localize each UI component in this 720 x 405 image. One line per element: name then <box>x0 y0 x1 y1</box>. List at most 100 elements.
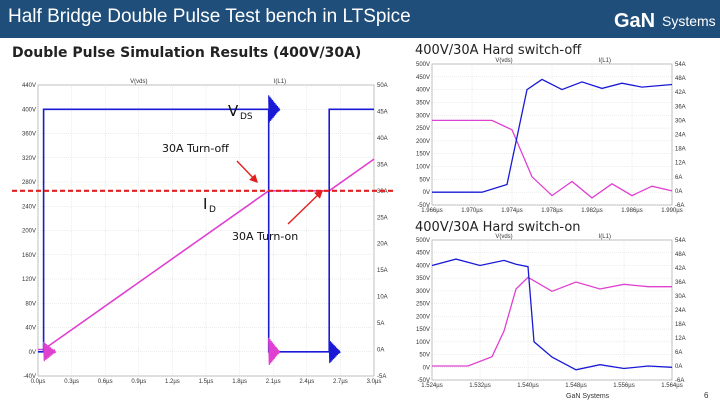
chart0-y-left-tick-label: 360V <box>22 132 36 138</box>
chart0-x-tick-label: 2.4µs <box>299 379 314 385</box>
chart2-y-left-tick-label: 400V <box>416 263 430 269</box>
chart1-y-right-tick-label: 24A <box>675 133 686 139</box>
chart2-y-right-tick-label: 0A <box>675 364 682 370</box>
chart0-y-left-tick-label: 200V <box>22 229 36 235</box>
chart1-y-left-tick-label: 450V <box>416 75 430 81</box>
id-ringing-start <box>43 341 57 362</box>
chart0-y-right-tick-label: 5A <box>377 321 384 327</box>
chart1-legend-id: I(L1) <box>599 58 611 64</box>
chart2-y-left-tick-label: 150V <box>416 327 430 333</box>
chart1-y-left-tick-label: 300V <box>416 113 430 119</box>
chart0-x-tick-label: 0.9µs <box>131 379 146 385</box>
chart0-x-tick-label: 3.0µs <box>367 379 382 385</box>
chart1-y-right-tick-label: 0A <box>675 189 682 195</box>
chart0-x-tick-label: 0.6µs <box>98 379 113 385</box>
chart2-y-left-tick-label: 200V <box>416 314 430 320</box>
chart0-y-right-tick-label: 15A <box>377 268 388 274</box>
chart0-x-tick-label: 1.5µs <box>199 379 214 385</box>
chart1-y-left-tick-label: 350V <box>416 100 430 106</box>
chart2-x-tick-label: 1.540µs <box>517 383 538 389</box>
chart1-series-id-line <box>432 119 673 199</box>
chart2-x-tick-label: 1.564µs <box>661 383 682 389</box>
chart2-y-left-tick-label: 500V <box>416 238 430 244</box>
chart0-y-left-tick-label: -40V <box>23 374 36 380</box>
chart1-x-tick-label: 1.978µs <box>541 208 562 214</box>
chart0-y-right-tick-label: 50A <box>377 83 388 89</box>
chart0-y-left-tick-label: 240V <box>22 204 36 210</box>
chart1-legend-vds: V(vds) <box>495 58 512 64</box>
chart0-x-tick-label: 2.7µs <box>333 379 348 385</box>
chart0-y-left-tick-label: 0V <box>29 350 36 356</box>
chart2-legend-id: I(L1) <box>599 234 611 240</box>
chart2-y-right-tick-label: 30A <box>675 294 686 300</box>
switch-off-title: 400V/30A Hard switch-off <box>415 43 582 58</box>
vds-annotation-sub: DS <box>240 112 253 122</box>
chart2-y-left-tick-label: 300V <box>416 289 430 295</box>
chart2-y-left-tick-label: 0V <box>423 365 430 371</box>
chart0-y-right-tick-label: 25A <box>377 215 388 221</box>
chart2-y-right-tick-label: 24A <box>675 308 686 314</box>
chart0-x-tick-label: 1.8µs <box>232 379 247 385</box>
main-chart-title: Double Pulse Simulation Results (400V/30… <box>12 45 362 61</box>
vds-ringing-turnon <box>328 339 341 364</box>
chart1-x-tick-label: 1.986µs <box>621 208 642 214</box>
slide-title: Half Bridge Double Pulse Test bench in L… <box>8 6 411 27</box>
chart1-y-right-tick-label: 12A <box>675 161 686 167</box>
chart1-x-tick-label: 1.970µs <box>461 208 482 214</box>
turn-on-annotation: 30A Turn-on <box>232 230 298 243</box>
chart0-y-left-tick-label: 440V <box>22 83 36 89</box>
chart2-y-right-tick-label: 6A <box>675 350 682 356</box>
chart1-y-left-tick-label: 0V <box>423 190 430 196</box>
id-annotation: I <box>203 195 207 213</box>
id-annotation-sub: D <box>209 205 216 215</box>
chart0-legend-id: I(L1) <box>274 79 286 85</box>
footer-company: GaN Systems <box>566 393 610 400</box>
logo-mark: GaN <box>614 10 655 32</box>
chart2-series-vds-line <box>431 258 673 371</box>
chart0-y-right-tick-label: 35A <box>377 162 388 168</box>
chart0-y-left-tick-label: 40V <box>25 326 36 332</box>
chart1-y-left-tick-label: 100V <box>416 165 430 171</box>
chart0-y-left-tick-label: 160V <box>22 253 36 259</box>
chart2-x-tick-label: 1.532µs <box>469 383 490 389</box>
chart1-y-right-tick-label: 18A <box>675 147 686 153</box>
chart2-y-left-tick-label: 100V <box>416 340 430 346</box>
chart2-y-left-tick-label: 350V <box>416 276 430 282</box>
chart2-x-tick-label: 1.556µs <box>613 383 634 389</box>
chart2-y-right-tick-label: 12A <box>675 336 686 342</box>
id-ringing-turnoff <box>268 337 281 366</box>
chart1-y-left-tick-label: 500V <box>416 62 430 68</box>
chart2-y-right-tick-label: 42A <box>675 266 686 272</box>
chart2-y-left-tick-label: 450V <box>416 251 430 257</box>
chart2-x-tick-label: 1.524µs <box>421 383 442 389</box>
vds-annotation: V <box>228 102 239 120</box>
chart2-y-left-tick-label: -50V <box>417 378 430 384</box>
chart1-y-left-tick-label: 200V <box>416 139 430 145</box>
chart0-y-right-tick-label: 45A <box>377 109 388 115</box>
chart0-x-tick-label: 1.2µs <box>165 379 180 385</box>
chart1-y-left-tick-label: -50V <box>417 203 430 209</box>
chart2-y-right-tick-label: 48A <box>675 252 686 258</box>
chart2-legend-vds: V(vds) <box>495 234 512 240</box>
chart0-y-right-tick-label: 10A <box>377 295 388 301</box>
chart1-x-tick-label: 1.974µs <box>501 208 522 214</box>
gan-systems-logo: GaN Systems <box>614 10 716 32</box>
chart0-y-left-tick-label: 400V <box>22 107 36 113</box>
title-bar <box>0 0 720 38</box>
chart2-y-right-tick-label: 36A <box>675 280 686 286</box>
chart1-y-left-tick-label: 250V <box>416 126 430 132</box>
chart1-y-right-tick-label: -6A <box>675 203 684 209</box>
chart0-y-right-tick-label: 0A <box>377 348 384 354</box>
chart2-x-tick-label: 1.548µs <box>565 383 586 389</box>
switch-on-title: 400V/30A Hard switch-on <box>415 220 581 235</box>
chart0-y-left-tick-label: 320V <box>22 156 36 162</box>
chart0-y-left-tick-label: 280V <box>22 180 36 186</box>
chart0-y-left-tick-label: 120V <box>22 277 36 283</box>
chart0-x-tick-label: 0.3µs <box>64 379 79 385</box>
chart1-y-right-tick-label: 30A <box>675 118 686 124</box>
chart1-y-right-tick-label: 36A <box>675 104 686 110</box>
chart0-legend-vds: V(vds) <box>130 79 147 85</box>
chart1-x-tick-label: 1.990µs <box>661 208 682 214</box>
chart0-y-right-tick-label: -5A <box>377 374 386 380</box>
chart2-y-left-tick-label: 50V <box>419 353 430 359</box>
